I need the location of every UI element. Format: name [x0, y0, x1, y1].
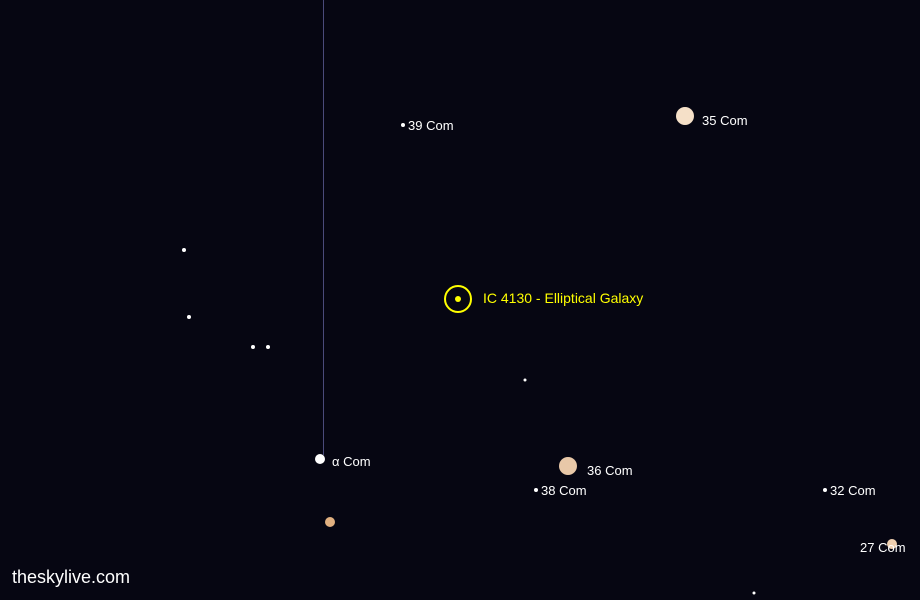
- star-label: α Com: [332, 454, 371, 469]
- named-star: [676, 107, 694, 125]
- dot-star: [401, 123, 405, 127]
- watermark: theskylive.com: [12, 567, 130, 588]
- star-label: 39 Com: [408, 118, 454, 133]
- named-star: [559, 457, 577, 475]
- unlabeled-star: [325, 517, 335, 527]
- dot-star: [534, 488, 538, 492]
- unlabeled-star: [251, 345, 255, 349]
- dot-star: [823, 488, 827, 492]
- star-label: 38 Com: [541, 483, 587, 498]
- star-label: 36 Com: [587, 463, 633, 478]
- named-star: [315, 454, 325, 464]
- unlabeled-star: [524, 379, 527, 382]
- unlabeled-star: [182, 248, 186, 252]
- constellation-line: [323, 0, 324, 455]
- unlabeled-star: [753, 592, 756, 595]
- star-label: 27 Com: [860, 540, 906, 555]
- unlabeled-star: [187, 315, 191, 319]
- target-center: [455, 296, 461, 302]
- star-label: 35 Com: [702, 113, 748, 128]
- target-label: IC 4130 - Elliptical Galaxy: [483, 290, 643, 306]
- star-label: 32 Com: [830, 483, 876, 498]
- unlabeled-star: [266, 345, 270, 349]
